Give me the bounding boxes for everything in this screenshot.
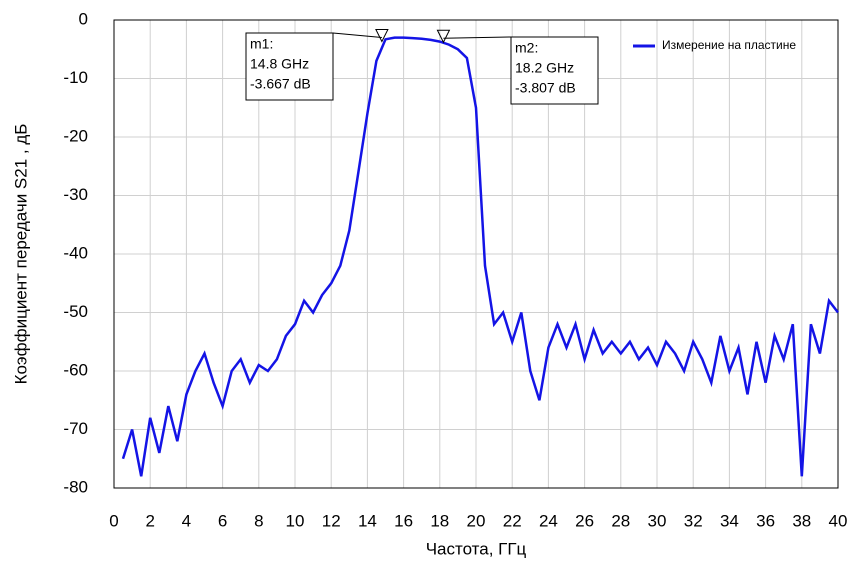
marker-name: m1: <box>250 36 273 52</box>
marker-y: -3.667 dB <box>250 76 311 92</box>
marker-y: -3.807 dB <box>515 80 576 96</box>
y-tick-label: -40 <box>63 243 88 262</box>
x-tick-label: 4 <box>182 511 191 530</box>
y-tick-label: -60 <box>63 360 88 379</box>
x-tick-label: 20 <box>467 511 486 530</box>
marker-box <box>510 36 599 105</box>
y-tick-label: 0 <box>79 9 88 28</box>
x-tick-label: 14 <box>358 511 377 530</box>
x-tick-label: 16 <box>394 511 413 530</box>
marker-box <box>245 32 334 101</box>
x-tick-label: 34 <box>720 511 739 530</box>
x-tick-label: 6 <box>218 511 227 530</box>
x-tick-label: 40 <box>829 511 848 530</box>
marker-name: m2: <box>515 40 538 56</box>
x-tick-label: 28 <box>611 511 630 530</box>
x-tick-label: 10 <box>286 511 305 530</box>
data-line <box>121 36 839 477</box>
x-tick-label: 2 <box>145 511 154 530</box>
x-tick-label: 38 <box>792 511 811 530</box>
marker <box>436 29 451 44</box>
x-tick-label: 18 <box>430 511 449 530</box>
x-tick-label: 24 <box>539 511 558 530</box>
y-tick-label: -30 <box>63 185 88 204</box>
plot-frame <box>113 19 839 489</box>
y-tick-label: -70 <box>63 419 88 438</box>
y-axis-label: Коэффициент передачи S21 , дБ <box>11 124 30 385</box>
x-tick-label: 30 <box>648 511 667 530</box>
x-tick-label: 26 <box>575 511 594 530</box>
x-tick-label: 0 <box>109 511 118 530</box>
marker-x: 14.8 GHz <box>250 56 309 72</box>
marker-leader <box>443 36 512 39</box>
x-axis-label: Частота, ГГц <box>426 539 527 558</box>
legend-label: Измерение на пластине <box>662 38 796 52</box>
x-tick-label: 36 <box>756 511 775 530</box>
y-tick-label: -10 <box>63 68 88 87</box>
x-tick-label: 22 <box>503 511 522 530</box>
y-tick-label: -20 <box>63 126 88 145</box>
marker-x: 18.2 GHz <box>515 60 574 76</box>
y-tick-label: -80 <box>63 477 88 496</box>
x-tick-label: 32 <box>684 511 703 530</box>
marker <box>375 28 389 43</box>
x-tick-label: 12 <box>322 511 341 530</box>
x-tick-label: 8 <box>254 511 263 530</box>
y-tick-label: -50 <box>63 302 88 321</box>
marker-leader <box>332 32 382 38</box>
